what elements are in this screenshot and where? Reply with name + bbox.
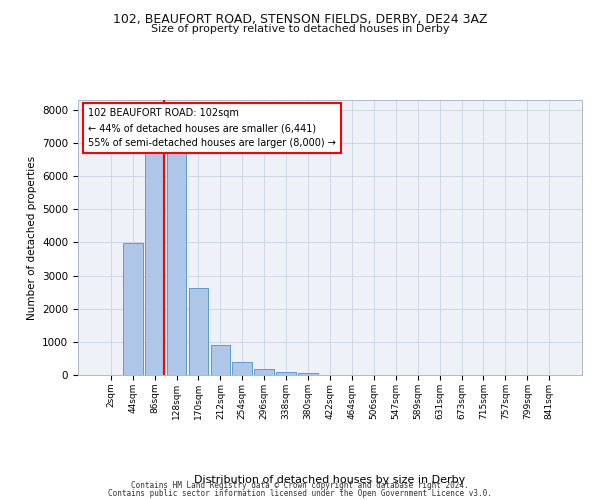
Bar xyxy=(145,128,164,375)
Text: 102 BEAUFORT ROAD: 102sqm
← 44% of detached houses are smaller (6,441)
55% of se: 102 BEAUFORT ROAD: 102sqm ← 44% of detac… xyxy=(88,108,336,148)
Text: 102, BEAUFORT ROAD, STENSON FIELDS, DERBY, DE24 3AZ: 102, BEAUFORT ROAD, STENSON FIELDS, DERB… xyxy=(113,12,487,26)
Text: Contains HM Land Registry data © Crown copyright and database right 2024.: Contains HM Land Registry data © Crown c… xyxy=(131,481,469,490)
Bar xyxy=(188,288,208,375)
Bar xyxy=(232,362,252,375)
Text: Contains public sector information licensed under the Open Government Licence v3: Contains public sector information licen… xyxy=(108,488,492,498)
Bar xyxy=(211,345,230,375)
Bar xyxy=(167,127,187,375)
Bar xyxy=(254,370,274,375)
X-axis label: Distribution of detached houses by size in Derby: Distribution of detached houses by size … xyxy=(194,474,466,484)
Bar xyxy=(123,243,143,375)
Text: Size of property relative to detached houses in Derby: Size of property relative to detached ho… xyxy=(151,24,449,34)
Bar xyxy=(298,373,318,375)
Y-axis label: Number of detached properties: Number of detached properties xyxy=(26,156,37,320)
Bar xyxy=(276,372,296,375)
